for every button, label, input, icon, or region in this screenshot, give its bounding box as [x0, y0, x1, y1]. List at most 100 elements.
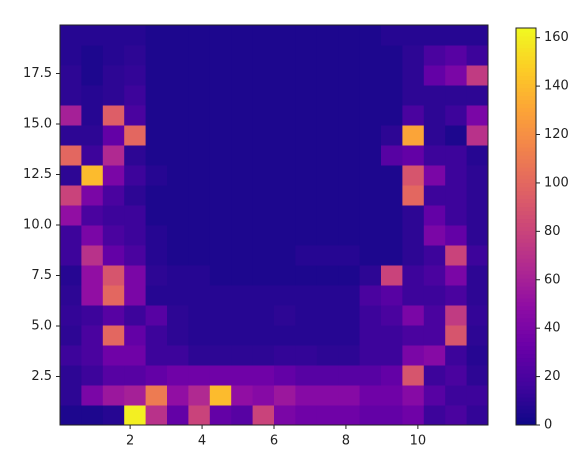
- colorbar-segment: [516, 401, 536, 406]
- heatmap-cell: [167, 245, 189, 266]
- heatmap-cell: [274, 345, 296, 366]
- heatmap-cell: [231, 245, 254, 266]
- heatmap-cell: [231, 285, 254, 306]
- colorbar-segment: [516, 309, 536, 315]
- colorbar-segment: [516, 301, 536, 307]
- heatmap-cell: [381, 245, 403, 266]
- heatmap-cell: [359, 105, 382, 126]
- heatmap-cell: [359, 385, 382, 406]
- heatmap-cell: [445, 25, 468, 46]
- heatmap-cell: [188, 405, 211, 426]
- heatmap-cell: [274, 105, 296, 126]
- heatmap-cell: [274, 325, 296, 346]
- colorbar-segment: [516, 147, 536, 152]
- heatmap-cell: [466, 105, 489, 126]
- heatmap-cell: [188, 245, 211, 266]
- colorbar-segment: [516, 79, 536, 85]
- heatmap-cell: [445, 65, 468, 86]
- colorbar-segment: [516, 67, 536, 73]
- heatmap-cell: [423, 325, 446, 346]
- heatmap-cell: [167, 45, 189, 66]
- colorbar-segment: [516, 159, 536, 164]
- colorbar-segment: [516, 202, 536, 208]
- heatmap-cell: [338, 165, 361, 186]
- heatmap-cell: [316, 265, 339, 286]
- heatmap-cell: [231, 385, 254, 406]
- heatmap-cell: [274, 25, 296, 46]
- heatmap-cell: [124, 325, 147, 346]
- heatmap-cell: [423, 165, 446, 186]
- heatmap-cell: [359, 245, 382, 266]
- heatmap-cell: [231, 45, 254, 66]
- heatmap-cell: [274, 285, 296, 306]
- heatmap-cell: [60, 305, 82, 326]
- heatmap-cell: [102, 325, 125, 346]
- heatmap-cell: [402, 25, 425, 46]
- colorbar-segment: [516, 206, 536, 212]
- heatmap-cell: [145, 345, 168, 366]
- heatmap-cell: [445, 145, 468, 166]
- colorbar-segment: [516, 55, 536, 61]
- heatmap-cell: [81, 365, 104, 386]
- heatmap-cell: [381, 225, 403, 246]
- colorbar-tick-label: 20: [544, 369, 561, 384]
- heatmap-cell: [338, 205, 361, 226]
- heatmap-cell: [231, 165, 254, 186]
- y-tick-label: 10.0: [23, 218, 52, 233]
- heatmap-cell: [316, 405, 339, 426]
- heatmap-cell: [60, 185, 82, 206]
- heatmap-cell: [402, 385, 425, 406]
- heatmap-cell: [445, 85, 468, 106]
- heatmap-cell: [423, 205, 446, 226]
- heatmap-cell: [466, 245, 489, 266]
- heatmap-cell: [445, 365, 468, 386]
- heatmap-cell: [102, 185, 125, 206]
- heatmap-cell: [188, 45, 211, 66]
- heatmap-cell: [209, 205, 232, 226]
- heatmap-cell: [102, 365, 125, 386]
- heatmap-cell: [60, 345, 82, 366]
- heatmap-cell: [60, 385, 82, 406]
- heatmap-cell: [445, 305, 468, 326]
- colorbar-segment: [516, 305, 536, 311]
- heatmap-cell: [167, 305, 189, 326]
- heatmap-cell: [423, 265, 446, 286]
- heatmap-cell: [466, 205, 489, 226]
- heatmap-cell: [338, 405, 361, 426]
- colorbar-segment: [516, 198, 536, 204]
- colorbar-segment: [516, 385, 536, 390]
- colorbar-segment: [516, 59, 536, 65]
- colorbar-segment: [516, 397, 536, 402]
- heatmap-cell: [145, 325, 168, 346]
- heatmap-cell: [274, 365, 296, 386]
- heatmap-cell: [466, 265, 489, 286]
- heatmap-cell: [209, 145, 232, 166]
- heatmap-cell: [252, 165, 275, 186]
- heatmap-cell: [316, 165, 339, 186]
- colorbar-segment: [516, 246, 536, 251]
- heatmap-cell: [359, 25, 382, 46]
- heatmap-cell: [60, 365, 82, 386]
- heatmap-cell: [252, 185, 275, 206]
- heatmap-cell: [274, 205, 296, 226]
- heatmap-cell: [359, 125, 382, 146]
- heatmap-cell: [209, 265, 232, 286]
- colorbar-segment: [516, 313, 536, 319]
- heatmap-cell: [381, 325, 403, 346]
- heatmap-cell: [316, 185, 339, 206]
- heatmap-cell: [188, 225, 211, 246]
- heatmap-cell: [102, 285, 125, 306]
- heatmap-cell: [145, 385, 168, 406]
- colorbar-tick-label: 160: [544, 30, 569, 45]
- colorbar-segment: [516, 131, 536, 136]
- heatmap-cell: [338, 305, 361, 326]
- heatmap-cell: [402, 205, 425, 226]
- heatmap-cell: [445, 205, 468, 226]
- heatmap-cell: [167, 105, 189, 126]
- heatmap-cell: [316, 125, 339, 146]
- heatmap-cell: [188, 325, 211, 346]
- colorbar-segment: [516, 365, 536, 370]
- heatmap-cell: [381, 365, 403, 386]
- heatmap-cell: [466, 345, 489, 366]
- heatmap-cell: [145, 225, 168, 246]
